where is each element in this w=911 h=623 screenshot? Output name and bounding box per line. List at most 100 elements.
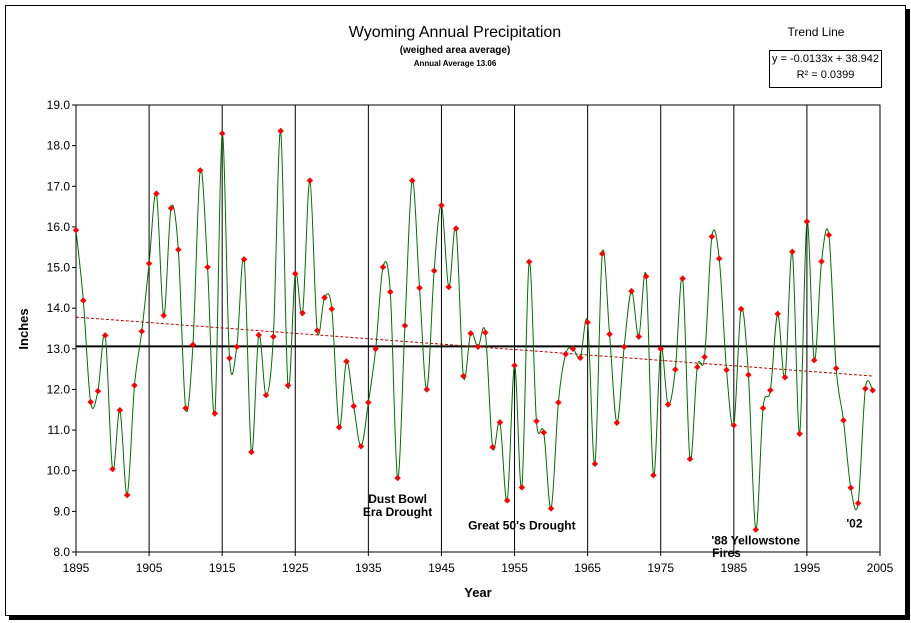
data-point (460, 372, 467, 380)
data-point (270, 333, 277, 340)
annotation-label: Fires (712, 546, 741, 560)
data-point (708, 233, 716, 240)
data-markers (72, 127, 876, 533)
data-point (518, 484, 526, 491)
data-point (650, 471, 657, 479)
series-line (75, 130, 874, 531)
annotation-label: Era Drought (363, 505, 432, 519)
data-point (240, 256, 248, 263)
data-point (218, 130, 226, 137)
data-point (357, 443, 365, 450)
trend-line-label: Trend Line (788, 25, 845, 39)
data-point (277, 127, 284, 135)
data-point (628, 287, 635, 295)
data-point (175, 246, 182, 253)
data-point (474, 343, 482, 350)
x-tick-label: 2005 (867, 561, 894, 575)
data-point (438, 202, 445, 209)
chart-title: Wyoming Annual Precipitation (349, 24, 561, 41)
data-point (394, 474, 401, 482)
data-point (767, 387, 774, 394)
data-point (167, 205, 175, 212)
data-point (138, 328, 145, 335)
y-tick-label: 14.0 (47, 301, 71, 315)
y-tick-label: 11.0 (48, 423, 71, 437)
annotation-label: '88 Yellowstone (711, 534, 800, 548)
data-point (387, 288, 394, 296)
data-point (562, 350, 569, 358)
data-point (533, 417, 540, 425)
data-point (123, 491, 131, 499)
data-point (796, 430, 803, 437)
data-point (314, 327, 321, 334)
data-point (482, 329, 489, 336)
data-point (343, 358, 350, 365)
data-point (847, 484, 854, 491)
data-point (204, 263, 211, 271)
x-tick-label: 1915 (209, 561, 236, 575)
data-point (233, 343, 240, 350)
annotation-label: Great 50's Drought (468, 519, 576, 533)
data-point (102, 332, 109, 339)
data-point (555, 399, 562, 406)
data-point (701, 353, 708, 361)
data-point (504, 497, 511, 504)
data-point (452, 225, 460, 232)
data-point (745, 371, 752, 379)
y-tick-label: 10.0 (47, 464, 71, 478)
data-point (591, 460, 599, 468)
y-tick-label: 12.0 (47, 382, 71, 396)
data-point (789, 248, 796, 255)
y-tick-label: 15.0 (47, 261, 71, 275)
average-label: Annual Average 13.06 (414, 59, 497, 68)
x-tick-label: 1895 (63, 561, 90, 575)
annotation-label: Dust Bowl (368, 492, 427, 506)
x-tick-label: 1985 (720, 561, 747, 575)
data-point (832, 365, 840, 372)
data-point (525, 258, 533, 266)
data-point (540, 429, 547, 436)
trend-line (75, 316, 873, 377)
data-point (679, 275, 686, 282)
data-point (547, 505, 555, 512)
data-point (862, 385, 869, 392)
data-point (445, 283, 452, 291)
data-point (825, 231, 833, 239)
data-point (94, 387, 102, 395)
trend-equation: y = -0.0133x + 38.942 (771, 53, 880, 65)
chart-frame: 8.0 9.0 10.0 11.0 12.0 13.0 14.0 15.0 16.0 17.0 18… (5, 5, 906, 616)
data-point (781, 374, 789, 381)
data-point (409, 177, 416, 184)
data-point (511, 362, 518, 369)
data-point (109, 465, 116, 473)
data-point (694, 363, 701, 371)
chart-canvas: 8.0 9.0 10.0 11.0 12.0 13.0 14.0 15.0 16.0 17.0 18… (16, 24, 894, 600)
data-point (292, 270, 299, 277)
data-point (416, 284, 423, 292)
y-tick-label: 8.0 (53, 545, 70, 559)
data-point (854, 500, 862, 507)
data-point (153, 190, 160, 197)
y-tick-label: 13.0 (47, 342, 71, 356)
data-point (606, 330, 613, 338)
data-point (869, 387, 876, 394)
x-axis-label: Year (464, 585, 491, 600)
data-point (569, 345, 577, 353)
data-point (401, 322, 409, 329)
data-point (116, 406, 124, 414)
y-tick-label: 17.0 (47, 179, 71, 193)
trend-equation-box: y = -0.0133x + 38.942 R² = 0.0399 (769, 50, 882, 88)
data-point (299, 309, 306, 317)
data-point (255, 331, 262, 339)
data-point (599, 250, 606, 257)
data-point (160, 312, 167, 319)
data-point (182, 404, 189, 412)
y-tick-label: 18.0 (47, 139, 71, 153)
data-point (211, 410, 219, 417)
data-point (584, 319, 591, 326)
data-point (197, 167, 204, 174)
data-point (723, 366, 730, 374)
data-point (335, 424, 343, 431)
y-tick-label: 9.0 (53, 504, 70, 518)
